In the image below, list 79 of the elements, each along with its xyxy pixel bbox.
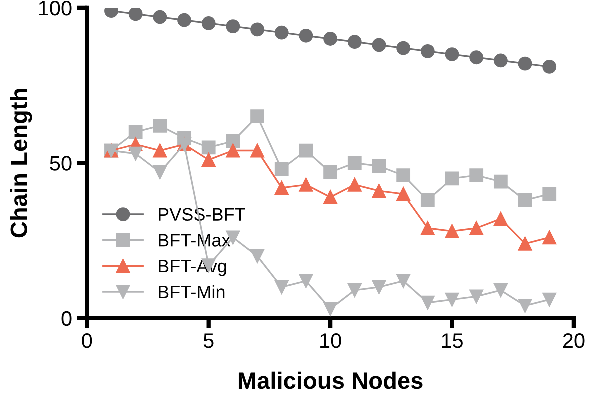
point	[324, 190, 338, 204]
point	[324, 166, 338, 180]
point	[396, 187, 411, 202]
point	[128, 146, 143, 161]
point	[324, 302, 338, 316]
point	[153, 144, 168, 158]
point	[494, 212, 508, 226]
point	[542, 230, 557, 245]
point	[445, 48, 460, 62]
point	[396, 168, 411, 183]
point	[202, 153, 216, 168]
point	[372, 280, 386, 294]
point	[348, 35, 362, 50]
point	[420, 296, 435, 310]
point	[420, 44, 435, 58]
point	[202, 140, 216, 155]
point	[178, 13, 192, 28]
point	[470, 221, 484, 236]
point	[445, 172, 460, 186]
point	[494, 54, 508, 68]
y-axis-title: Chain Length	[10, 89, 32, 238]
point	[250, 249, 264, 264]
point	[518, 193, 532, 208]
point	[202, 16, 216, 30]
point	[518, 56, 532, 71]
y-tick-label: 50	[50, 156, 72, 171]
legend-label: BFT-Max	[159, 234, 231, 247]
point	[153, 166, 168, 180]
point	[299, 28, 314, 43]
point	[299, 178, 314, 192]
point	[299, 144, 314, 158]
point	[420, 221, 435, 236]
point	[348, 178, 362, 192]
y-tick-label: 100	[39, 0, 72, 16]
point	[250, 144, 264, 158]
point	[274, 26, 289, 40]
point	[518, 299, 532, 313]
y-tick-label: 0	[62, 311, 72, 326]
point	[494, 284, 508, 298]
point	[396, 274, 411, 288]
point	[518, 236, 532, 251]
point	[153, 10, 168, 24]
point	[226, 144, 240, 158]
point	[128, 125, 143, 140]
point	[372, 184, 386, 198]
point	[470, 50, 484, 65]
point	[494, 174, 508, 189]
point	[348, 284, 362, 298]
point	[372, 159, 386, 174]
point	[324, 32, 338, 46]
point	[542, 187, 557, 202]
point	[226, 134, 240, 148]
point	[226, 20, 240, 34]
point	[274, 181, 289, 195]
x-axis-title: Malicious Nodes	[238, 372, 423, 390]
point	[542, 60, 557, 74]
point	[274, 280, 289, 294]
point	[348, 156, 362, 170]
point	[470, 168, 484, 183]
point	[250, 110, 264, 124]
legend-label: PVSS-BFT	[159, 208, 246, 222]
point	[274, 162, 289, 176]
point	[396, 41, 411, 56]
x-tick-label: 10	[320, 334, 342, 348]
x-tick-label: 0	[82, 334, 92, 348]
x-tick-label: 20	[563, 334, 585, 348]
point	[250, 22, 264, 37]
x-tick-label: 5	[204, 334, 214, 348]
point	[445, 224, 460, 238]
point	[420, 193, 435, 208]
point	[445, 292, 460, 307]
point	[372, 38, 386, 52]
point	[542, 292, 557, 307]
x-tick-label: 15	[442, 334, 463, 348]
point	[128, 8, 143, 22]
point	[299, 274, 314, 288]
legend-label: BFT-Min	[159, 285, 225, 298]
point	[153, 118, 168, 133]
point	[470, 290, 484, 304]
